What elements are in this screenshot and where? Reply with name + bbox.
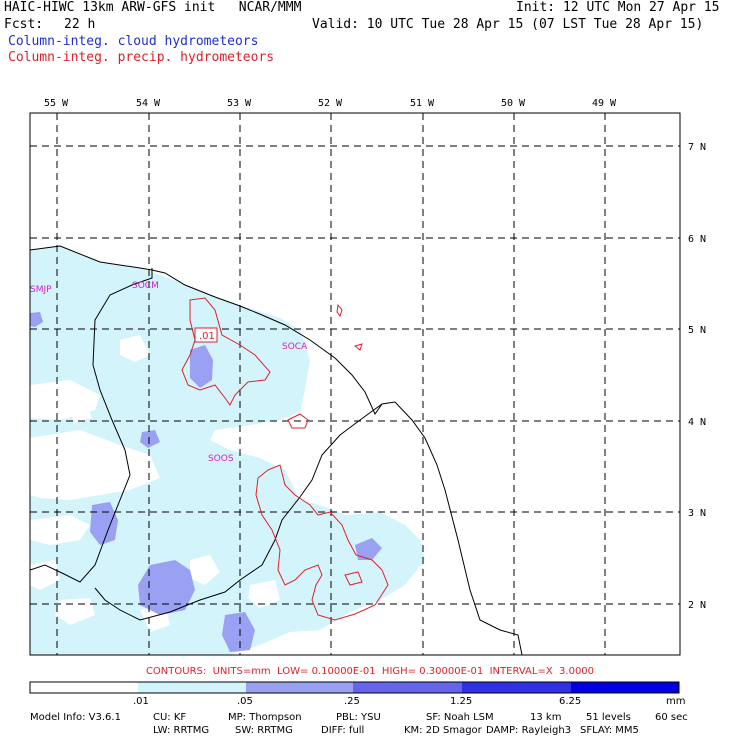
footer-mp: MP: Thompson bbox=[228, 712, 302, 723]
lon-label: 52 W bbox=[318, 98, 343, 109]
graticule bbox=[30, 113, 680, 655]
lon-label: 49 W bbox=[592, 98, 617, 109]
footer-resolution: 13 km bbox=[530, 712, 562, 723]
coastline bbox=[30, 245, 523, 655]
station-soca: SOCA bbox=[282, 342, 308, 352]
latitude-labels: 7 N 6 N 5 N 4 N 3 N 2 N bbox=[688, 142, 706, 611]
colorbar-tick: .01 bbox=[133, 696, 149, 707]
lon-label: 50 W bbox=[501, 98, 526, 109]
footer-cu: CU: KF bbox=[153, 712, 187, 723]
cloud-shading bbox=[30, 245, 425, 655]
station-socm: SOCM bbox=[132, 281, 159, 291]
contour-info: CONTOURS: UNITS=mm LOW= 0.10000E-01 HIGH… bbox=[145, 666, 595, 677]
footer-lw: LW: RRTMG bbox=[153, 725, 210, 736]
valid-time: Valid: 10 UTC Tue 28 Apr 15 (07 LST Tue … bbox=[312, 17, 704, 32]
colorbar-tick: 6.25 bbox=[559, 696, 581, 707]
forecast-hour: 22 h bbox=[64, 17, 96, 32]
lon-label: 54 W bbox=[136, 98, 161, 109]
precip-contours bbox=[181, 297, 389, 621]
field-cloud-hydrometeors: Column-integ. cloud hydrometeors bbox=[8, 34, 259, 49]
footer-damp: DAMP: Rayleigh3 bbox=[486, 725, 572, 736]
footer-model-info: Model Info: V3.6.1 bbox=[30, 712, 121, 723]
lat-label: 6 N bbox=[688, 234, 706, 245]
stations: SMJP SOCM SOCA SOOS bbox=[30, 281, 308, 464]
station-smjp: SMJP bbox=[30, 285, 52, 295]
longitude-labels: 55 W 54 W 53 W 52 W 51 W 50 W 49 W bbox=[44, 98, 617, 109]
lat-label: 5 N bbox=[688, 325, 706, 336]
plot-frame bbox=[29, 112, 681, 656]
field-precip-hydrometeors: Column-integ. precip. hydrometeors bbox=[8, 50, 275, 65]
footer-sflay: SFLAY: MM5 bbox=[580, 725, 639, 736]
contour-label-text: .01 bbox=[199, 331, 215, 342]
colorbar-tick: 1.25 bbox=[450, 696, 472, 707]
lon-label: 55 W bbox=[44, 98, 69, 109]
footer-timestep: 60 sec bbox=[655, 712, 688, 723]
footer-levels: 51 levels bbox=[586, 712, 631, 723]
lat-label: 3 N bbox=[688, 508, 706, 519]
station-soos: SOOS bbox=[208, 454, 234, 464]
colorbar-tick: .05 bbox=[237, 696, 253, 707]
footer-km: KM: 2D Smagor bbox=[404, 725, 482, 736]
lon-label: 51 W bbox=[410, 98, 435, 109]
lon-label: 53 W bbox=[227, 98, 252, 109]
colorbar-tick: .25 bbox=[344, 696, 360, 707]
footer-sw: SW: RRTMG bbox=[235, 725, 293, 736]
plot-title: HAIC-HIWC 13km ARW-GFS init NCAR/MMM bbox=[4, 0, 302, 15]
shade-medium-region bbox=[30, 312, 43, 327]
footer-sf: SF: Noah LSM bbox=[426, 712, 494, 723]
lat-label: 7 N bbox=[688, 142, 706, 153]
init-time: Init: 12 UTC Mon 27 Apr 15 bbox=[516, 0, 720, 15]
footer-pbl: PBL: YSU bbox=[336, 712, 381, 723]
footer-diff: DIFF: full bbox=[321, 725, 365, 736]
forecast-label: Fcst: bbox=[4, 17, 44, 32]
lat-label: 2 N bbox=[688, 600, 706, 611]
contour-label-box bbox=[194, 327, 218, 343]
colorbar-unit: mm bbox=[666, 696, 685, 707]
colorbar: .01 .05 .25 1.25 6.25 mm bbox=[29, 681, 685, 707]
lat-label: 4 N bbox=[688, 417, 706, 428]
